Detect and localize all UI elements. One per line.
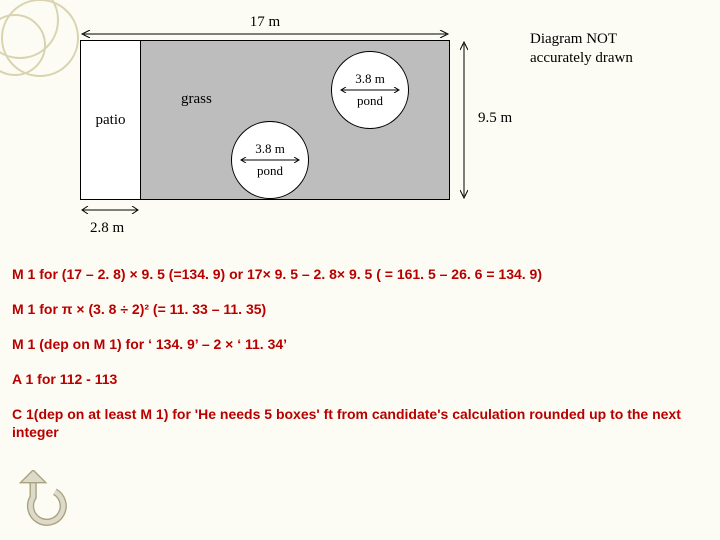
garden-diagram: 17 m patio grass 3.8 m pond 3.8 m pond 9… xyxy=(80,10,520,235)
patio-width-label: 2.8 m xyxy=(90,220,124,237)
top-width-arrow xyxy=(80,30,450,38)
mark-scheme-text: M 1 for (17 – 2. 8) × 9. 5 (=134. 9) or … xyxy=(12,265,708,458)
patio-label: patio xyxy=(96,112,126,129)
top-width-label: 17 m xyxy=(80,14,450,31)
pond-diameter-label: 3.8 m xyxy=(355,71,385,87)
back-icon[interactable] xyxy=(15,470,73,528)
diagram-accuracy-note: Diagram NOT accurately drawn xyxy=(530,30,633,68)
right-height-arrow xyxy=(460,40,468,200)
mark-m1-b: M 1 for π × (3. 8 ÷ 2)² (= 11. 33 – 11. … xyxy=(12,300,708,319)
pond-label: pond xyxy=(357,93,383,109)
mark-c1: C 1(dep on at least M 1) for 'He needs 5… xyxy=(12,405,708,443)
pond-lower: 3.8 m pond xyxy=(231,121,309,199)
note-line-1: Diagram NOT xyxy=(530,30,633,49)
note-line-2: accurately drawn xyxy=(530,49,633,68)
mark-m1-a: M 1 for (17 – 2. 8) × 9. 5 (=134. 9) or … xyxy=(12,265,708,284)
right-height-label: 9.5 m xyxy=(478,110,512,127)
garden-rectangle: patio grass 3.8 m pond 3.8 m pond xyxy=(80,40,450,200)
mark-m1-c: M 1 (dep on M 1) for ‘ 134. 9’ – 2 × ‘ 1… xyxy=(12,335,708,354)
grass-label: grass xyxy=(181,91,212,108)
patio-width-arrow xyxy=(80,206,140,214)
pond-label: pond xyxy=(257,163,283,179)
mark-a1: A 1 for 112 - 113 xyxy=(12,370,708,389)
pond-upper: 3.8 m pond xyxy=(331,51,409,129)
patio-region: patio xyxy=(81,41,141,199)
pond-diameter-label: 3.8 m xyxy=(255,141,285,157)
